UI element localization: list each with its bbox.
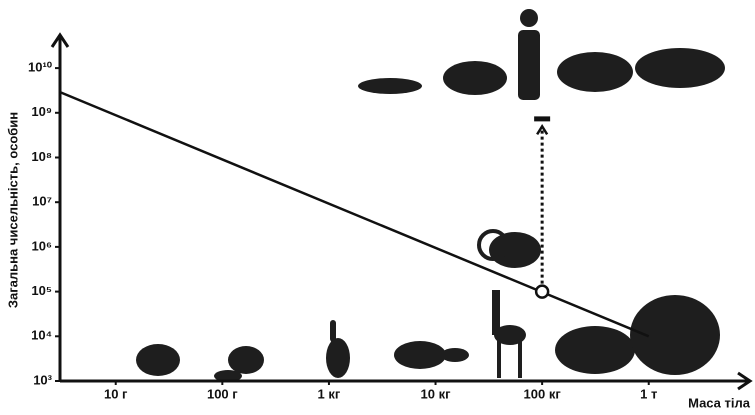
x-axis-arrow — [737, 371, 753, 391]
y-tick-label: 10¹⁰ — [28, 60, 53, 75]
y-tick-label: 10⁶ — [32, 238, 52, 253]
cat — [358, 78, 422, 94]
squirrel — [228, 346, 264, 374]
y-tick-label: 10⁴ — [31, 328, 52, 343]
y-axis-label: Загальна чисельність, особин — [5, 112, 20, 308]
rabbit — [326, 338, 350, 378]
fox — [394, 341, 446, 369]
x-tick-label: 10 кг — [421, 386, 452, 401]
arrow-head — [536, 124, 549, 136]
x-tick-label: 100 г — [207, 386, 238, 401]
series-line — [59, 90, 650, 338]
x-tick-label: 1 кг — [318, 386, 341, 401]
human-head — [520, 9, 538, 27]
monkey — [489, 232, 541, 268]
x-tick-label: 10 г — [104, 386, 128, 401]
y-axis-arrow — [50, 32, 70, 48]
human — [518, 30, 540, 100]
deer-neck — [492, 290, 500, 335]
y-tick-label: 10⁷ — [32, 194, 52, 209]
fox-tail — [441, 348, 469, 362]
marker-dash — [534, 116, 551, 122]
mouse — [136, 344, 180, 376]
cow — [635, 48, 725, 88]
marker-point — [534, 284, 550, 299]
x-axis-label: Маса тіла — [688, 395, 751, 410]
y-tick-label: 10³ — [33, 372, 52, 387]
x-tick-label: 1 т — [640, 386, 657, 401]
animal-silhouettes — [136, 9, 725, 382]
sheep — [557, 52, 633, 92]
elephant — [630, 295, 720, 375]
monkey-tail — [477, 229, 509, 261]
rabbit-ear — [330, 320, 336, 342]
y-tick-label: 10⁵ — [31, 283, 52, 298]
y-tick-label: 10⁹ — [31, 104, 52, 119]
pig — [443, 61, 507, 95]
squirrel-tail — [214, 370, 242, 382]
deer-leg — [518, 340, 522, 378]
bear — [555, 326, 635, 374]
x-tick-label: 100 кг — [524, 386, 562, 401]
y-tick-label: 10⁸ — [31, 149, 52, 164]
deer-leg — [497, 340, 501, 378]
